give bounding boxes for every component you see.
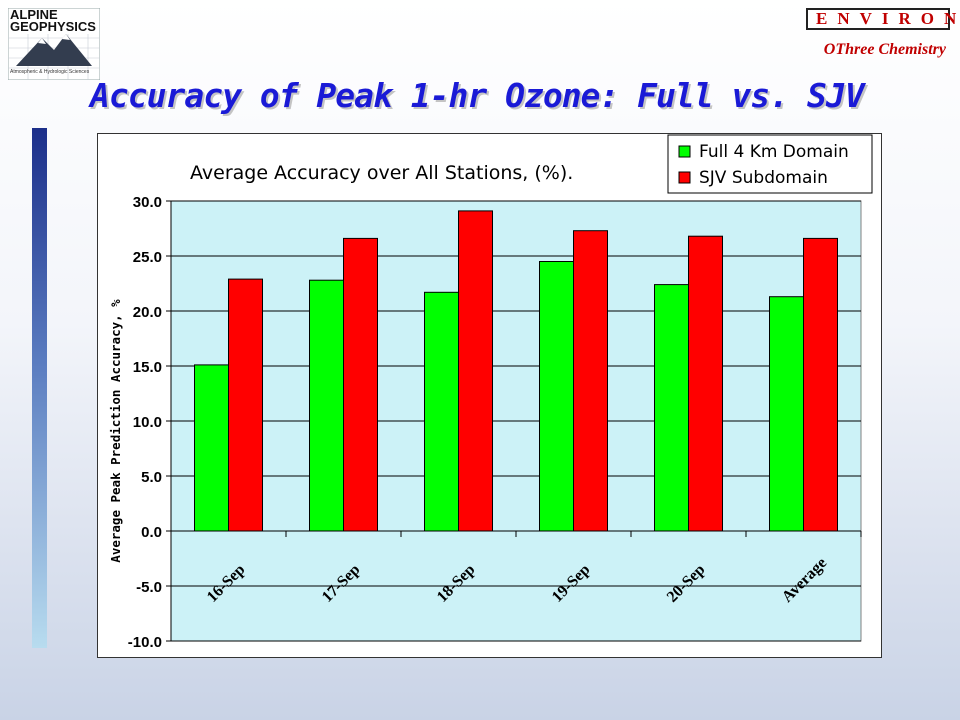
bar-full-18-sep <box>424 291 459 532</box>
othree-chemistry-label: OThree Chemistry <box>823 41 946 58</box>
bar-sjv-16-sep <box>228 278 263 532</box>
legend-swatch-full <box>678 145 691 158</box>
logo-subtext: Atmospheric & Hydrologic Sciences <box>10 69 90 75</box>
alpine-geophysics-logo: ALPINE GEOPHYSICS Atmospheric & Hydrolog… <box>8 8 100 80</box>
bar-full-16-sep <box>194 364 229 532</box>
y-tick-label: 15.0 <box>133 359 162 376</box>
bar-sjv-19-sep <box>573 230 608 532</box>
environ-logo: ENVIRON <box>806 8 956 30</box>
chart-frame: 30.0 25.0 20.0 15.0 10.0 5.0 0.0 -5.0 -10.0 16-Se… <box>97 133 882 658</box>
logo-line2: GEOPHYSICS <box>10 19 96 34</box>
slide-title: Accuracy of Peak 1-hr Ozone: Full vs. SJ… <box>90 76 865 115</box>
bar-sjv-18-sep <box>458 210 493 532</box>
bar-full-20-sep <box>654 284 689 532</box>
bar-sjv-average <box>803 237 838 532</box>
sidebar-gradient-bar <box>32 128 47 648</box>
bar-chart: 30.025.020.015.010.05.00.0-5.0-10.016-Se… <box>108 134 873 651</box>
y-tick-label: 20.0 <box>133 304 162 321</box>
y-tick-label: 10.0 <box>133 414 162 431</box>
y-tick-label: -10.0 <box>128 634 162 651</box>
bar-sjv-20-sep <box>688 235 723 532</box>
logo-text: ALPINE GEOPHYSICS <box>10 7 96 34</box>
logo-line1: ALPINE <box>10 7 58 22</box>
bar-full-19-sep <box>539 261 574 532</box>
legend-label-sjv: SJV Subdomain <box>699 168 828 188</box>
legend-label-full: Full 4 Km Domain <box>699 142 849 162</box>
y-tick-label: 25.0 <box>133 249 162 266</box>
y-tick-label: 5.0 <box>141 469 162 486</box>
legend-box <box>667 134 873 194</box>
mountain-logo-icon <box>8 8 100 80</box>
y-axis-title: Average Peak Prediction Accuracy, % <box>108 299 123 563</box>
bar-full-average <box>769 296 804 532</box>
y-tick-label: -5.0 <box>136 579 162 596</box>
bar-sjv-17-sep <box>343 237 378 532</box>
bar-full-17-sep <box>309 279 344 532</box>
y-tick-label: 0.0 <box>141 524 162 541</box>
y-tick-label: 30.0 <box>133 194 162 211</box>
legend-swatch-sjv <box>678 171 691 184</box>
chart-title: Average Accuracy over All Stations, (%). <box>190 162 573 184</box>
